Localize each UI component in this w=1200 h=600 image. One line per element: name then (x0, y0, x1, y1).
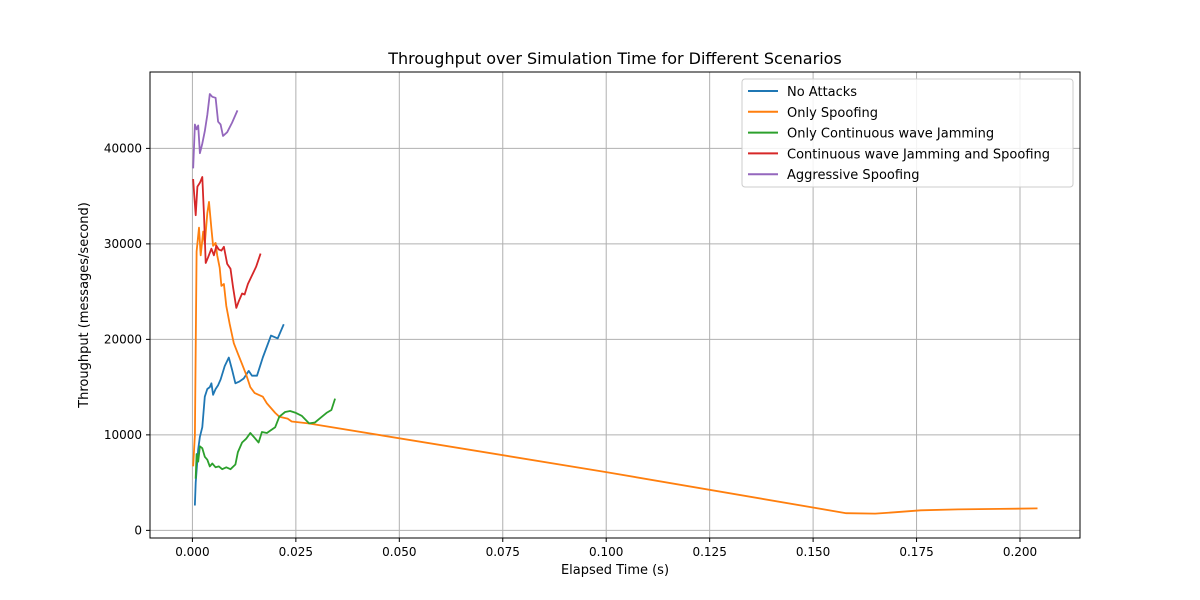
x-tick-label: 0.175 (899, 545, 933, 559)
series-line-2 (192, 201, 1038, 515)
x-tick-label: 0.100 (589, 545, 623, 559)
x-tick-label: 0.150 (796, 545, 830, 559)
y-tick-label: 20000 (104, 332, 142, 346)
x-tick-label: 0.200 (1003, 545, 1037, 559)
legend-label: Continuous wave Jamming and Spoofing (787, 147, 1050, 162)
x-tick-label: 0.075 (486, 545, 520, 559)
series-line-1 (193, 323, 285, 506)
legend-label: No Attacks (787, 85, 857, 100)
legend-label: Aggressive Spoofing (787, 168, 920, 183)
series-line-3 (194, 398, 336, 479)
plot-frame (149, 71, 1081, 539)
y-tick-label: 40000 (104, 141, 142, 155)
legend-label: Only Spoofing (787, 106, 878, 121)
y-tick-label: 10000 (104, 428, 142, 442)
y-axis-label: Throughput (messages/second) (77, 202, 92, 409)
legend: No Attacks Only Spoofing Only Continuous w… (741, 78, 1074, 188)
legend-label: Only Continuous wave Jamming (787, 127, 994, 142)
y-tick-label: 0 (134, 523, 142, 537)
y-tick-label: 30000 (104, 237, 142, 251)
legend-box (741, 78, 1074, 188)
x-tick-label: 0.000 (175, 545, 209, 559)
series-line-5 (192, 93, 239, 169)
x-tick-label: 0.125 (692, 545, 726, 559)
series-lines (192, 93, 1038, 515)
chart-title: Throughput over Simulation Time for Diff… (387, 49, 842, 68)
axis-ticks: 0.000 0.025 0.050 0.075 0.100 0.125 0.150 0.175… (104, 141, 1037, 559)
x-axis-label: Elapsed Time (s) (561, 563, 669, 578)
x-tick-label: 0.050 (382, 545, 416, 559)
x-tick-label: 0.025 (279, 545, 313, 559)
series-line-4 (192, 176, 262, 309)
